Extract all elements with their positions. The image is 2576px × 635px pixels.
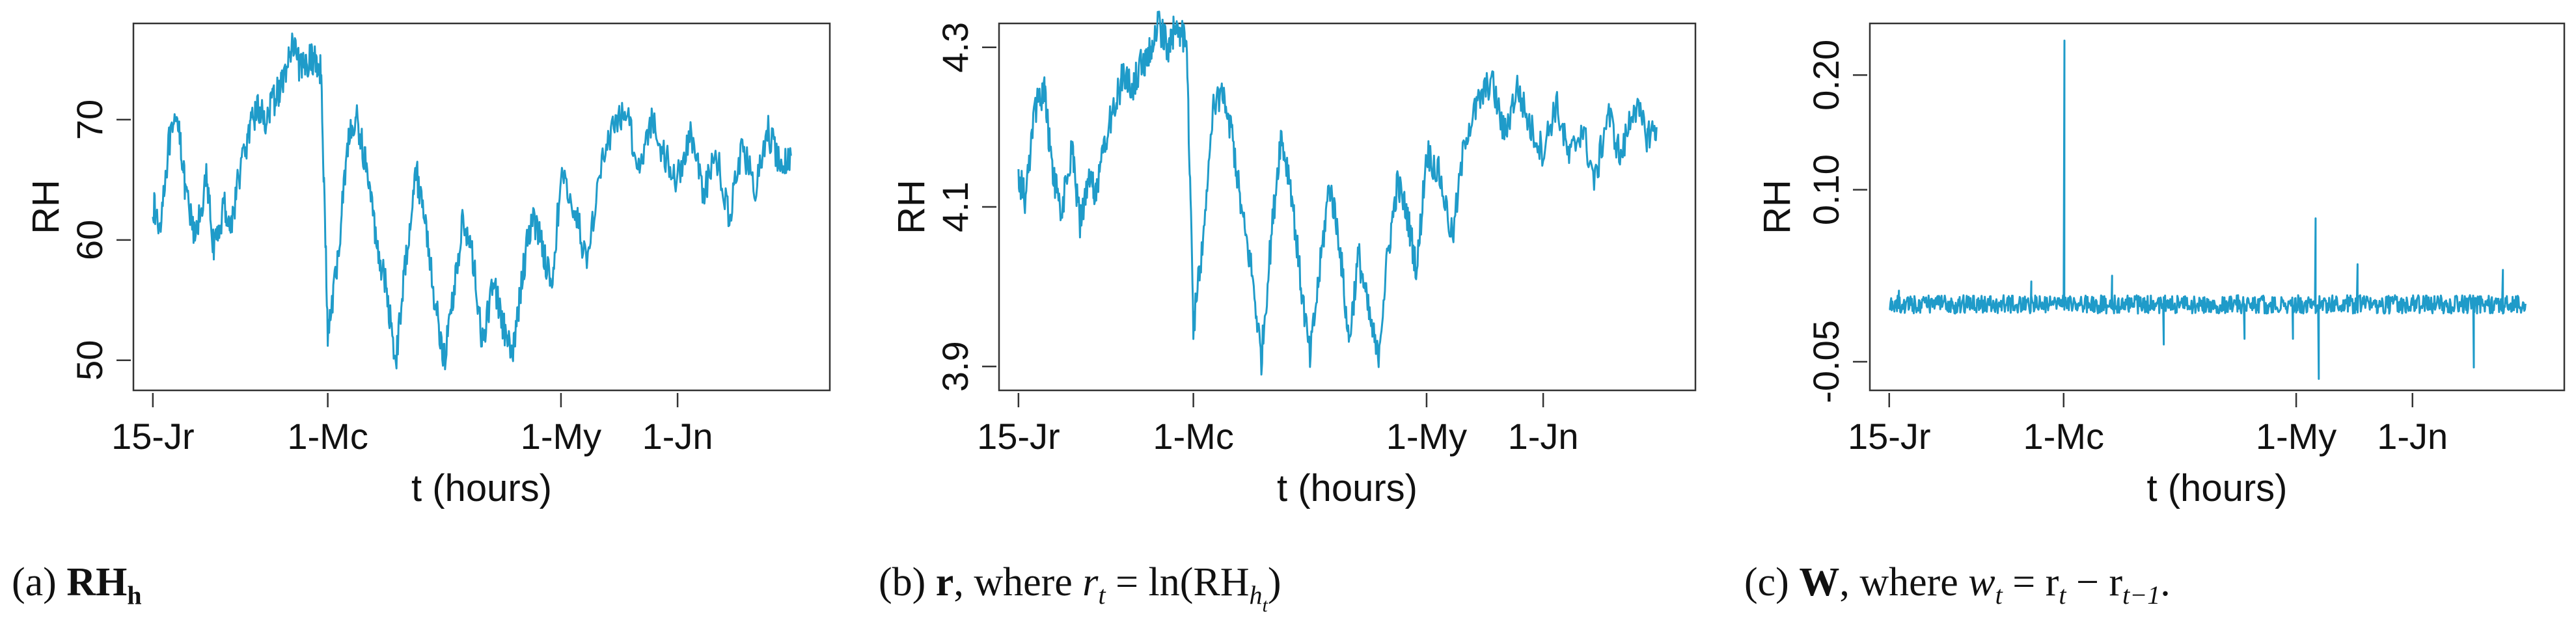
caption-a-symbol: RH [66, 560, 128, 604]
x-tick-label: 15-Jr [111, 416, 195, 457]
caption-c-symbol: W [1799, 560, 1840, 604]
y-tick-label: 0.20 [1805, 40, 1846, 111]
caption-b-rhs-sub: h [1249, 580, 1263, 610]
caption-a-label: (a) [12, 560, 57, 604]
x-tick-label: 1-Jn [2377, 416, 2448, 457]
caption-c-rhs: = r [2002, 560, 2059, 604]
y-tick-label: 50 [69, 340, 110, 381]
caption-b-text: , where [953, 560, 1083, 604]
panel-c: 15-Jr 1-Mc 1-My 1-Jn -0.05 0.10 0.20 RH t (hours… [1731, 0, 2576, 635]
y-axis-label: RH [25, 180, 67, 234]
x-tick-label: 1-Mc [287, 416, 368, 457]
y-tick-label: -0.05 [1805, 320, 1846, 403]
x-tick-label: 1-Mc [1153, 416, 1233, 457]
x-tick-label: 1-Jn [642, 416, 713, 457]
y-axis-label: RH [1756, 180, 1798, 234]
y-tick-label: 0.10 [1805, 154, 1846, 225]
x-tick-label: 15-Jr [1848, 416, 1931, 457]
caption-c-math-sub: t [1995, 580, 2003, 610]
caption-b-label: (b) [879, 560, 926, 604]
caption-b-symbol: r [935, 560, 954, 604]
y-tick-label: 3.9 [935, 341, 976, 392]
caption-a-subscript: h [127, 580, 142, 610]
y-tick-label: 4.3 [935, 22, 976, 73]
x-tick-label: 1-My [521, 416, 601, 457]
caption-c-rhs-sub: t [2059, 580, 2066, 610]
caption-c-math: w [1968, 560, 1995, 604]
x-tick-label: 15-Jr [977, 416, 1060, 457]
y-tick-label: 70 [69, 100, 110, 140]
caption-a: (a) RHh [12, 560, 142, 610]
caption-b-rhs-subsub: t [1262, 594, 1268, 616]
caption-c-end: . [2160, 560, 2171, 604]
series-line [1017, 10, 1658, 376]
series-line [1889, 39, 2527, 380]
caption-c-text: , where [1839, 560, 1969, 604]
caption-c-label: (c) [1744, 560, 1789, 604]
series-line [152, 33, 792, 371]
x-axis-label: t (hours) [2147, 467, 2288, 509]
x-tick-label: 1-My [2256, 416, 2336, 457]
y-axis-label: RH [890, 180, 933, 234]
panel-b: 15-Jr 1-Mc 1-My 1-Jn 3.9 4.1 4.3 RH t (hours) [866, 0, 1731, 635]
x-axis-label: t (hours) [1277, 467, 1418, 509]
caption-c-minus-sub: t−1 [2122, 580, 2161, 610]
plot-frame [132, 22, 831, 392]
x-tick-label: 1-Mc [2023, 416, 2104, 457]
caption-c-minus: − r [2066, 560, 2123, 604]
caption-b-math: r [1082, 560, 1099, 604]
caption-b-rhs-end: ) [1267, 560, 1281, 604]
caption-c: (c) W, where wt = rt − rt−1. [1744, 560, 2171, 612]
y-tick-label: 4.1 [935, 182, 976, 232]
chart-b: 15-Jr 1-Mc 1-My 1-Jn 3.9 4.1 4.3 RH t (hours) [890, 10, 1697, 509]
plot-frame [998, 22, 1697, 392]
plot-frame [1869, 22, 2566, 392]
panel-a: 15-Jr 1-Mc 1-My 1-Jn 50 60 70 RH t (hours) [0, 0, 866, 635]
x-axis-label: t (hours) [411, 467, 552, 509]
x-tick-label: 1-Jn [1508, 416, 1579, 457]
caption-b: (b) r, where rt = ln(RHht) [879, 560, 1281, 619]
caption-b-math-sub: t [1098, 580, 1106, 610]
y-tick-label: 60 [69, 220, 110, 260]
chart-c: 15-Jr 1-Mc 1-My 1-Jn -0.05 0.10 0.20 RH t (hours… [1756, 22, 2566, 509]
x-tick-label: 1-My [1386, 416, 1467, 457]
caption-b-rhs: = ln(RH [1105, 560, 1250, 604]
